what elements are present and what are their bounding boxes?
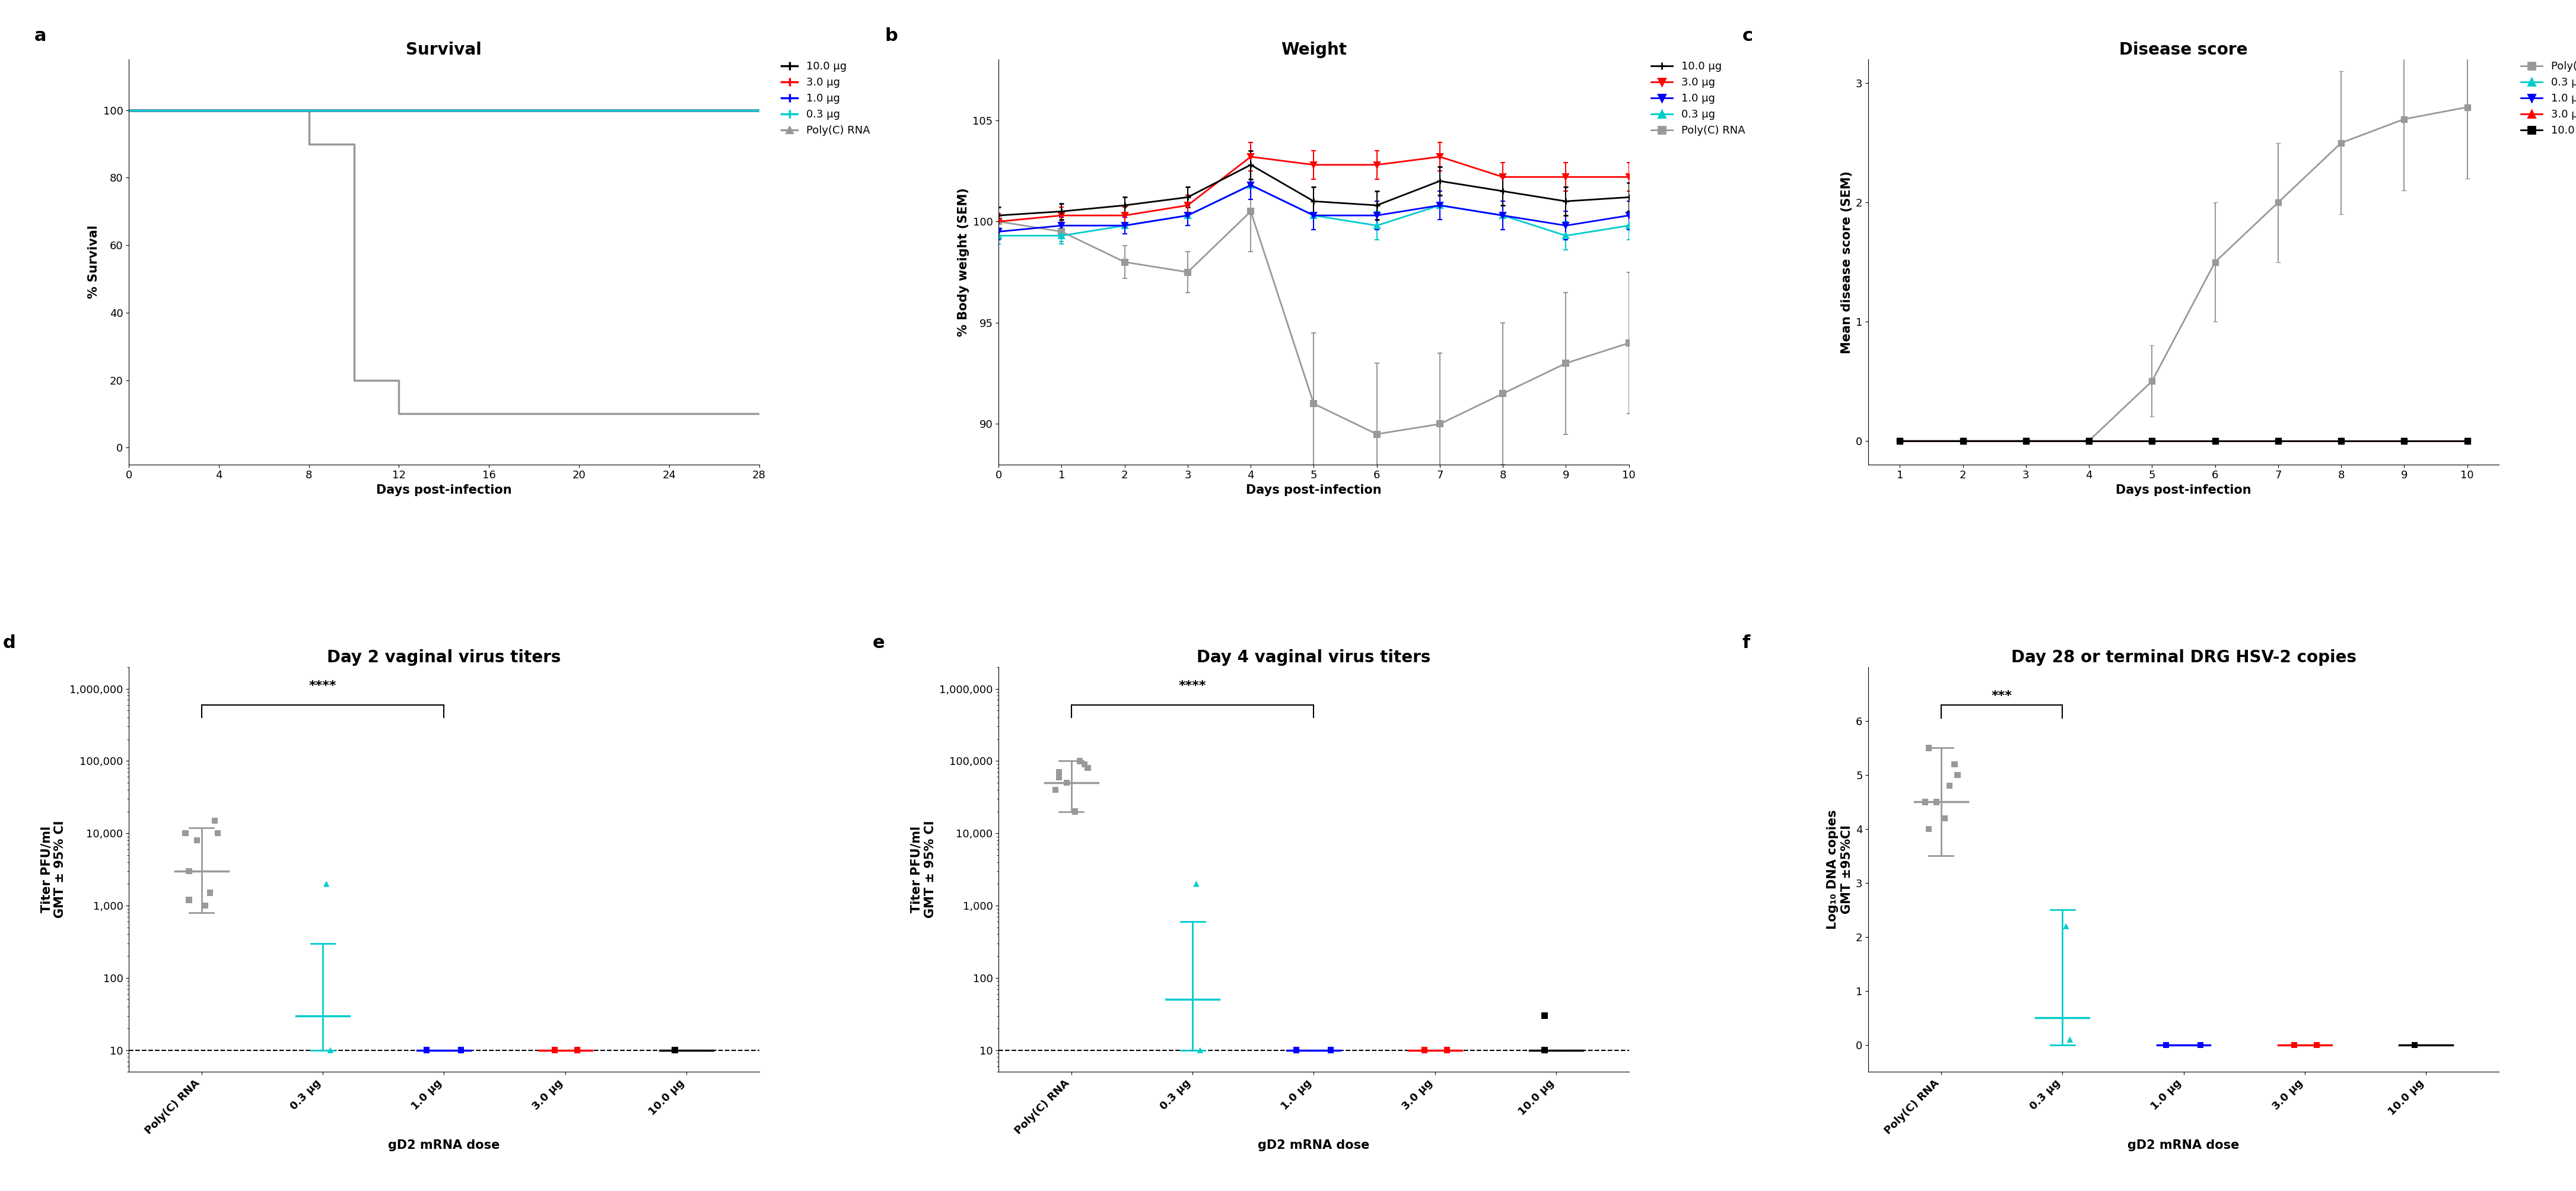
Point bbox=[309, 1041, 350, 1060]
Point bbox=[1066, 759, 1108, 778]
Title: Day 2 vaginal virus titers: Day 2 vaginal virus titers bbox=[327, 649, 562, 666]
Y-axis label: % Body weight (SEM): % Body weight (SEM) bbox=[958, 188, 969, 336]
Text: ****: **** bbox=[309, 680, 337, 692]
Point bbox=[1046, 773, 1087, 792]
Point bbox=[1038, 767, 1079, 786]
Point bbox=[1427, 1041, 1468, 1060]
Point bbox=[1175, 874, 1216, 893]
Point bbox=[1904, 792, 1945, 811]
Point bbox=[654, 1041, 696, 1060]
Legend: Poly(C) RNA, 0.3 μg, 1.0 μg, 3.0 μg, 10.0 μg: Poly(C) RNA, 0.3 μg, 1.0 μg, 3.0 μg, 10.… bbox=[2517, 57, 2576, 141]
Point bbox=[1935, 755, 1976, 774]
Point bbox=[1909, 738, 1950, 757]
Point bbox=[407, 1041, 448, 1060]
Title: Day 4 vaginal virus titers: Day 4 vaginal virus titers bbox=[1198, 649, 1430, 666]
Point bbox=[307, 874, 348, 893]
Point bbox=[167, 891, 209, 910]
Title: Weight: Weight bbox=[1280, 42, 1347, 58]
Text: gD2 mRNA-LNP: gD2 mRNA-LNP bbox=[1118, 167, 1128, 243]
Title: Survival: Survival bbox=[407, 42, 482, 58]
Point bbox=[1275, 1041, 1316, 1060]
Point bbox=[198, 824, 240, 843]
Y-axis label: Mean disease score (SEM): Mean disease score (SEM) bbox=[1842, 170, 1852, 354]
Point bbox=[2275, 1035, 2316, 1054]
X-axis label: Days post-infection: Days post-infection bbox=[376, 485, 513, 497]
Y-axis label: Titer PFU/ml
GMT ± 95% CI: Titer PFU/ml GMT ± 95% CI bbox=[41, 821, 67, 918]
Point bbox=[2146, 1035, 2187, 1054]
Point bbox=[1525, 1041, 1566, 1060]
X-axis label: gD2 mRNA dose: gD2 mRNA dose bbox=[389, 1140, 500, 1152]
Point bbox=[654, 1041, 696, 1060]
X-axis label: gD2 mRNA dose: gD2 mRNA dose bbox=[2128, 1140, 2239, 1152]
Text: f: f bbox=[1741, 635, 1749, 651]
Point bbox=[175, 831, 216, 850]
Point bbox=[533, 1041, 574, 1060]
X-axis label: gD2 mRNA dose: gD2 mRNA dose bbox=[1257, 1140, 1370, 1152]
Point bbox=[2045, 917, 2087, 936]
Point bbox=[167, 861, 209, 880]
Text: ***: *** bbox=[1991, 691, 2012, 701]
Text: c: c bbox=[1741, 27, 1754, 44]
Y-axis label: Log₁₀ DNA copies
GMT ±95%CI: Log₁₀ DNA copies GMT ±95%CI bbox=[1826, 810, 1852, 929]
Text: a: a bbox=[33, 27, 46, 44]
Point bbox=[1059, 752, 1100, 771]
Legend: 10.0 μg, 3.0 μg, 1.0 μg, 0.3 μg, Poly(C) RNA: 10.0 μg, 3.0 μg, 1.0 μg, 0.3 μg, Poly(C)… bbox=[1646, 57, 1749, 141]
Point bbox=[1180, 1041, 1221, 1060]
Point bbox=[1311, 1041, 1352, 1060]
Point bbox=[1917, 792, 1958, 811]
Text: gD2 mRNA-LNP: gD2 mRNA-LNP bbox=[1989, 167, 1999, 243]
Text: b: b bbox=[886, 27, 899, 44]
Point bbox=[1909, 819, 1950, 838]
Point bbox=[1038, 762, 1079, 781]
Title: Disease score: Disease score bbox=[2120, 42, 2249, 58]
Point bbox=[1929, 777, 1971, 796]
Point bbox=[1054, 802, 1095, 821]
Text: ****: **** bbox=[1180, 680, 1206, 692]
Text: d: d bbox=[3, 635, 15, 651]
Text: e: e bbox=[873, 635, 884, 651]
Y-axis label: Titer PFU/ml
GMT ± 95% CI: Titer PFU/ml GMT ± 95% CI bbox=[909, 821, 935, 918]
Y-axis label: % Survival: % Survival bbox=[88, 225, 100, 299]
Point bbox=[2393, 1035, 2434, 1054]
Point bbox=[2050, 1030, 2092, 1049]
Point bbox=[2295, 1035, 2336, 1054]
Point bbox=[191, 884, 232, 903]
Point bbox=[1064, 755, 1105, 774]
Point bbox=[2393, 1035, 2434, 1054]
Point bbox=[2179, 1035, 2221, 1054]
Point bbox=[165, 824, 206, 843]
Point bbox=[556, 1041, 598, 1060]
Point bbox=[1404, 1041, 1445, 1060]
X-axis label: Days post-infection: Days post-infection bbox=[1247, 485, 1381, 497]
Point bbox=[1924, 809, 1965, 828]
Point bbox=[1937, 766, 1978, 785]
Point bbox=[440, 1041, 482, 1060]
X-axis label: Days post-infection: Days post-infection bbox=[2115, 485, 2251, 497]
Point bbox=[193, 811, 234, 830]
Point bbox=[185, 896, 227, 915]
Point bbox=[1036, 780, 1077, 799]
Legend: 10.0 μg, 3.0 μg, 1.0 μg, 0.3 μg, Poly(C) RNA: 10.0 μg, 3.0 μg, 1.0 μg, 0.3 μg, Poly(C)… bbox=[778, 57, 873, 141]
Title: Day 28 or terminal DRG HSV-2 copies: Day 28 or terminal DRG HSV-2 copies bbox=[2012, 649, 2357, 666]
Point bbox=[1525, 1006, 1566, 1025]
